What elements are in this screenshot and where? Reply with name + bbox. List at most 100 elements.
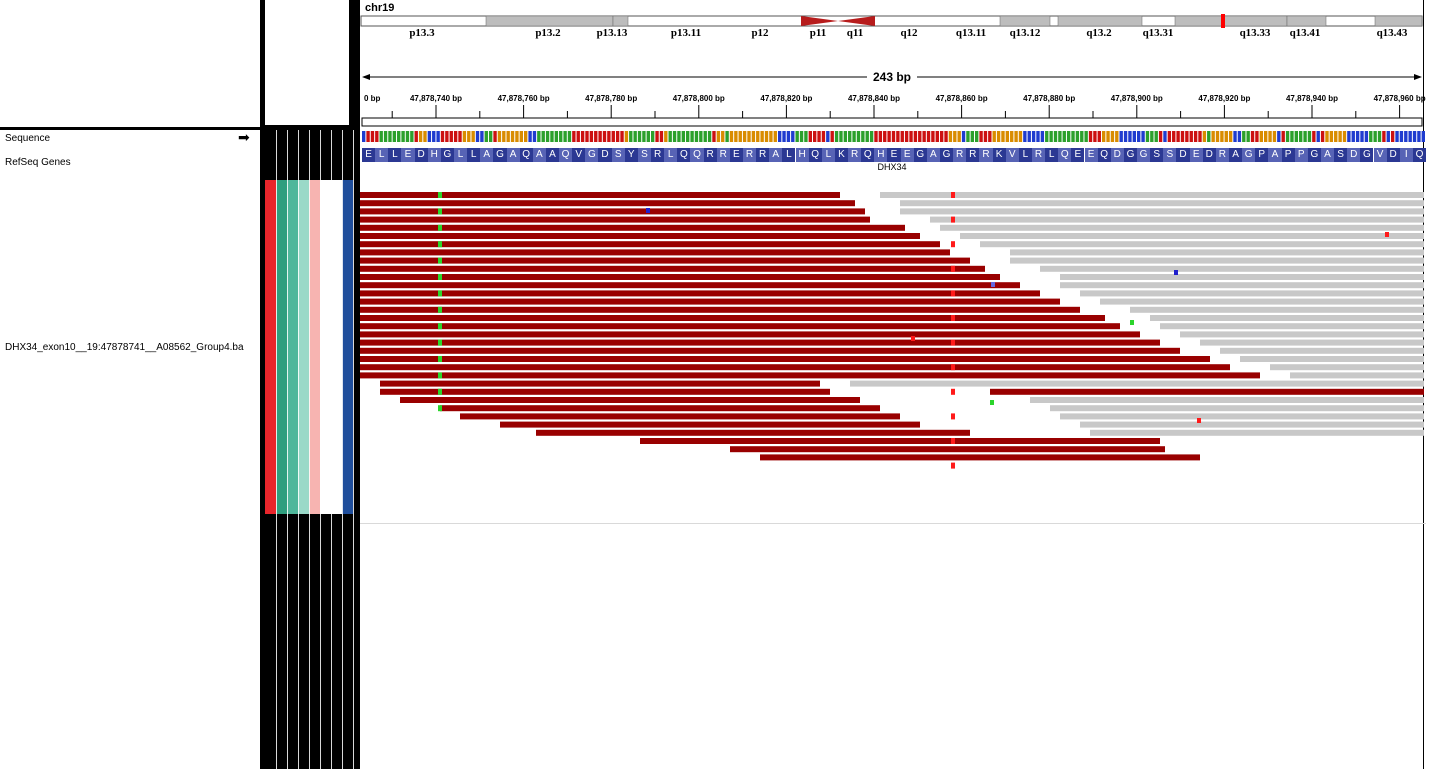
base	[1417, 131, 1421, 142]
base	[1202, 131, 1207, 142]
base	[1211, 131, 1215, 142]
amino-acid: Q	[519, 148, 533, 162]
alignment-track-name[interactable]: DHX34_exon10__19:47878741__A08562_Group4…	[5, 342, 244, 353]
amino-acid: R	[1031, 148, 1046, 162]
band-label: q13.31	[1142, 27, 1174, 39]
amino-acid: L	[664, 148, 678, 162]
read	[760, 454, 1200, 461]
base	[1307, 131, 1312, 142]
alignment-track[interactable]	[360, 180, 1424, 520]
base	[1101, 131, 1106, 142]
base	[1281, 131, 1285, 142]
band-label: q13.12	[1009, 27, 1041, 39]
base	[1263, 131, 1268, 142]
read	[400, 397, 860, 403]
sequence-track[interactable]	[360, 130, 1426, 143]
base	[909, 131, 913, 142]
ideogram-band	[1286, 15, 1327, 27]
attribute-cell[interactable]	[331, 180, 342, 514]
base	[1342, 131, 1347, 142]
ruler-tick-label: 47,878,900 bp	[1110, 94, 1163, 103]
base	[519, 131, 524, 142]
base	[1036, 131, 1040, 142]
attribute-cell[interactable]	[342, 180, 353, 514]
mismatch-base	[438, 224, 442, 231]
amino-acid: E	[1189, 148, 1203, 162]
ruler-tick-label: 47,878,840 bp	[847, 94, 901, 103]
base	[821, 131, 826, 142]
attribute-column-divider	[353, 130, 354, 769]
base	[690, 131, 694, 142]
base	[541, 131, 545, 142]
attribute-cell[interactable]	[298, 180, 309, 514]
read	[360, 233, 920, 239]
amino-acid: G	[1242, 148, 1256, 162]
base	[1399, 131, 1404, 142]
base	[970, 131, 975, 142]
base	[891, 131, 896, 142]
amino-acid: H	[874, 148, 888, 162]
data-panel[interactable]: chr19 p13.3 p13.2 p13.13 p13.11 p12 p11 q11 q12…	[358, 0, 1427, 769]
amino-acid: S	[611, 148, 625, 162]
read	[900, 208, 1424, 215]
base	[383, 131, 388, 142]
base	[440, 131, 445, 142]
amino-acid: A	[1268, 148, 1282, 162]
amino-acid: G	[1137, 148, 1151, 162]
base	[1224, 131, 1228, 142]
sequence-track-name[interactable]: Sequence	[5, 133, 51, 144]
amino-acid: Q	[808, 148, 822, 162]
base	[1014, 131, 1018, 142]
base	[427, 131, 432, 142]
base	[510, 131, 515, 142]
ruler-tick-label-partial: 0 bp	[364, 94, 381, 103]
attribute-column-divider	[276, 130, 277, 769]
amino-acid: E	[900, 148, 914, 162]
amino-acid: L	[388, 148, 402, 162]
read	[360, 265, 985, 272]
amino-acid: E	[729, 148, 743, 162]
base	[1154, 131, 1158, 142]
mismatch-base	[438, 339, 442, 346]
ideogram[interactable]	[360, 14, 1424, 28]
read	[360, 372, 1260, 379]
attribute-panel	[260, 0, 358, 769]
arrow-right-icon[interactable]: ➡	[238, 129, 250, 145]
amino-acid: E	[887, 148, 901, 162]
base	[580, 131, 585, 142]
attribute-cell[interactable]	[265, 180, 276, 514]
base	[1421, 131, 1425, 142]
base	[738, 131, 742, 142]
gene-name-label[interactable]: DHX34	[877, 162, 907, 172]
read	[360, 216, 870, 223]
amino-acid: D	[1347, 148, 1361, 162]
attribute-cell[interactable]	[287, 180, 298, 514]
amino-acid: L	[467, 148, 481, 162]
read	[1100, 298, 1424, 305]
refseq-track-name[interactable]: RefSeq Genes	[5, 157, 71, 168]
attribute-cell[interactable]	[309, 180, 320, 514]
base	[1233, 131, 1237, 142]
ruler-right-arrow	[1414, 74, 1422, 80]
base	[1189, 131, 1193, 142]
read	[1240, 356, 1424, 362]
attribute-cell[interactable]	[320, 180, 331, 514]
base	[900, 131, 904, 142]
mismatch-base	[438, 323, 442, 330]
base	[852, 131, 856, 142]
base	[528, 131, 532, 142]
base	[637, 131, 642, 142]
read	[1090, 429, 1424, 436]
base	[1062, 131, 1066, 142]
base	[1150, 131, 1154, 142]
base	[537, 131, 541, 142]
base	[1338, 131, 1342, 142]
base	[1167, 131, 1172, 142]
base	[904, 131, 909, 142]
attribute-cell[interactable]	[276, 180, 287, 514]
amino-acid: R	[742, 148, 757, 162]
base	[388, 131, 392, 142]
ruler-tick-label: 47,878,760 bp	[497, 94, 550, 103]
base	[664, 131, 668, 142]
